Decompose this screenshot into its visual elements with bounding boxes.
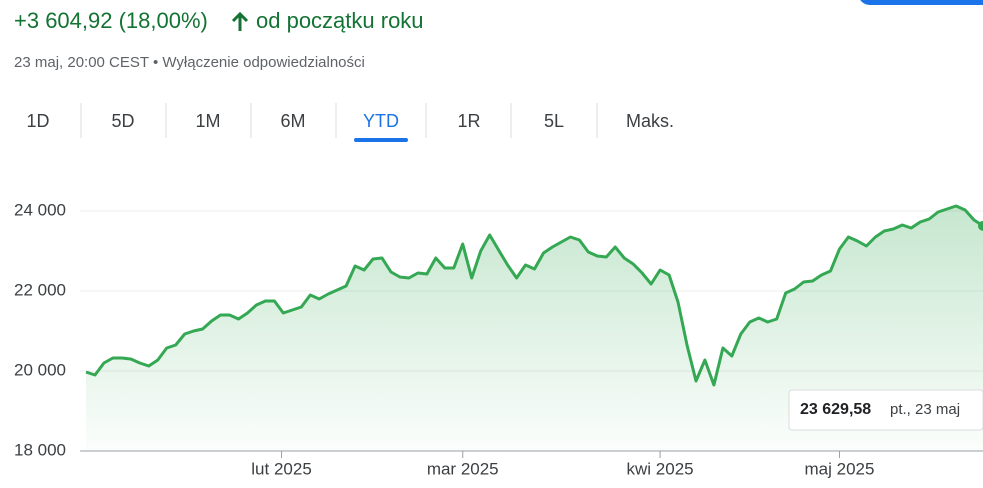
tab[interactable]: 1D bbox=[26, 111, 49, 131]
button[interactable] bbox=[858, 0, 983, 5]
area bbox=[86, 206, 983, 451]
line bbox=[85, 204, 983, 387]
y-tick-label: 22 000 bbox=[14, 280, 66, 299]
plot: 18 000 20 000 22 000 24 000 lut 2025 mar 2025… bbox=[14, 200, 983, 478]
tooltip-detail: pt., 23 maj bbox=[890, 401, 960, 418]
x-tick-label: lut 2025 bbox=[251, 459, 312, 478]
tab[interactable]: 6M bbox=[280, 111, 305, 131]
tab[interactable]: YTD bbox=[363, 111, 399, 131]
tab-bar: 1D 5D 1M 6M YTD 1R 5L Maks. bbox=[26, 103, 674, 142]
x-tick-label: maj 2025 bbox=[805, 459, 875, 478]
x-tick-label: mar 2025 bbox=[427, 459, 499, 478]
tab[interactable]: Maks. bbox=[626, 111, 674, 131]
end-point bbox=[978, 220, 983, 231]
y-tick-label: 24 000 bbox=[14, 200, 66, 219]
subtitle: 23 maj, 20:00 CEST • Wyłączenie odpowied… bbox=[14, 54, 365, 71]
tooltip-value: 23 629,58 bbox=[800, 401, 871, 418]
y-tick-label: 20 000 bbox=[14, 360, 66, 379]
tooltip-box bbox=[788, 389, 983, 431]
tab-underline bbox=[354, 138, 408, 142]
tab[interactable]: 1M bbox=[195, 111, 220, 131]
tab[interactable]: 5L bbox=[544, 111, 564, 131]
price-change: +3 604,92 (18,00%) bbox=[14, 8, 208, 33]
tab[interactable]: 1R bbox=[457, 111, 480, 131]
tab[interactable]: 5D bbox=[111, 111, 134, 131]
x-tick-label: kwi 2025 bbox=[627, 459, 694, 478]
up-arrow bbox=[231, 11, 249, 31]
y-tick-label: 18 000 bbox=[14, 440, 66, 459]
period-label: od początku roku bbox=[256, 8, 424, 33]
